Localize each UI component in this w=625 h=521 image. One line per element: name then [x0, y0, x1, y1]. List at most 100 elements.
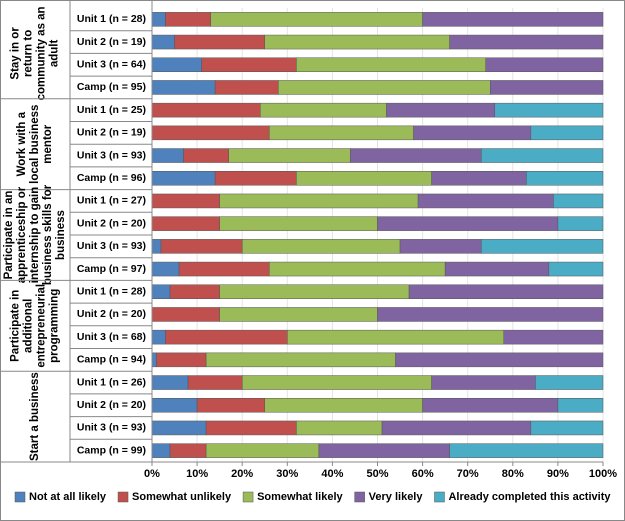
bar-segment [377, 216, 559, 231]
category-label: Unit 3 (n = 93) [77, 240, 146, 252]
bar-segment [422, 12, 604, 27]
bar-segment [278, 80, 491, 95]
category-label: Unit 1 (n = 25) [77, 104, 146, 116]
bar-segment [480, 239, 604, 254]
bar-segment [160, 239, 243, 254]
bar-segment [530, 420, 604, 436]
bar-segment [165, 12, 211, 27]
x-tick-label: 40% [321, 468, 343, 480]
group-label: mentor [42, 124, 54, 164]
group-label: programming [49, 289, 61, 363]
x-tick-label: 20% [231, 468, 253, 480]
category-label: Camp (n = 97) [77, 263, 146, 275]
bar-segment [151, 420, 207, 436]
bar-segment [174, 34, 265, 50]
bar-segment [318, 443, 450, 458]
legend-label: Already completed this activity [448, 491, 611, 503]
bar-segment [444, 261, 550, 277]
bar-segment [350, 148, 482, 163]
bar-segment [377, 307, 604, 322]
group-label: business [55, 210, 67, 260]
bar-segment [296, 171, 432, 186]
category-label: Unit 2 (n = 20) [77, 308, 146, 320]
category-label: Camp (n = 94) [77, 354, 146, 366]
group-label: Work with a [16, 111, 28, 176]
bar-segment [490, 80, 604, 95]
category-label: Unit 2 (n = 20) [77, 399, 146, 411]
group-label: apprenticeship or [16, 186, 28, 283]
bar-segment [413, 125, 532, 141]
category-label: Unit 1 (n = 26) [77, 376, 146, 388]
group-label: additional [23, 299, 35, 353]
x-tick-label: 80% [502, 468, 524, 480]
x-tick-label: 30% [276, 468, 298, 480]
bar-segment [557, 216, 604, 231]
bar-segment [151, 443, 171, 458]
x-tick-label: 50% [366, 468, 388, 480]
bar-segment [156, 352, 207, 368]
group-label: return to [23, 30, 35, 77]
bar-segment [187, 375, 243, 390]
bar-segment [151, 102, 261, 118]
group-label: Participate in an [3, 191, 15, 280]
legend-swatch [242, 491, 254, 503]
group-label: business skills for [42, 184, 54, 285]
bar-segment [151, 125, 270, 141]
bar-segment [422, 398, 559, 413]
bar-segment [535, 375, 604, 390]
bar-segment [269, 125, 414, 141]
x-tick-label: 60% [412, 468, 434, 480]
bar-segment [151, 80, 216, 95]
bar-segment [219, 307, 378, 322]
bar-segment [205, 420, 297, 436]
bar-segment [381, 420, 532, 436]
bar-segment [287, 329, 505, 345]
bar-segment [296, 420, 383, 436]
bar-segment [151, 284, 171, 299]
bar-segment [408, 284, 604, 299]
bar-segment [269, 261, 446, 277]
bar-segment [503, 329, 604, 345]
legend-label: Somewhat likely [257, 491, 343, 503]
bar-segment [264, 34, 450, 50]
bar-segment [494, 102, 604, 118]
bar-segment [553, 193, 604, 209]
legend-label: Somewhat unlikely [132, 491, 232, 503]
category-label: Unit 2 (n = 19) [77, 127, 146, 139]
x-tick-label: 100% [589, 468, 617, 480]
bar-segment [228, 148, 351, 163]
bar-segment [449, 443, 604, 458]
bar-segment [151, 34, 175, 50]
bar-segment [431, 171, 527, 186]
bar-segment [151, 329, 166, 345]
x-tick-label: 10% [186, 468, 208, 480]
bar-segment [151, 398, 198, 413]
bar-segment [530, 125, 604, 141]
category-label: Camp (n = 96) [77, 172, 146, 184]
bar-segment [219, 284, 410, 299]
category-label: Unit 3 (n = 93) [77, 149, 146, 161]
bar-segment [219, 216, 378, 231]
bar-segment [151, 375, 189, 390]
group-label: adult [49, 40, 61, 68]
bar-segment [151, 239, 162, 254]
legend-swatch [354, 491, 365, 503]
legend-swatch [14, 491, 26, 503]
legend-label: Very likely [369, 491, 424, 503]
bar-segment [201, 57, 297, 72]
bar-segment [296, 57, 486, 72]
x-tick-label: 70% [457, 468, 479, 480]
legend-label: Not at all likely [29, 491, 107, 503]
legend-swatch [117, 491, 129, 503]
bar-segment [557, 398, 604, 413]
category-label: Unit 1 (n = 28) [77, 13, 146, 25]
bar-segment [214, 171, 297, 186]
bar-segment [399, 239, 482, 254]
bar-segment [259, 102, 387, 118]
bar-segment [386, 102, 496, 118]
bar-segment [151, 216, 220, 231]
group-label: community as an [36, 6, 48, 100]
bar-segment [241, 375, 432, 390]
bar-segment [264, 398, 423, 413]
